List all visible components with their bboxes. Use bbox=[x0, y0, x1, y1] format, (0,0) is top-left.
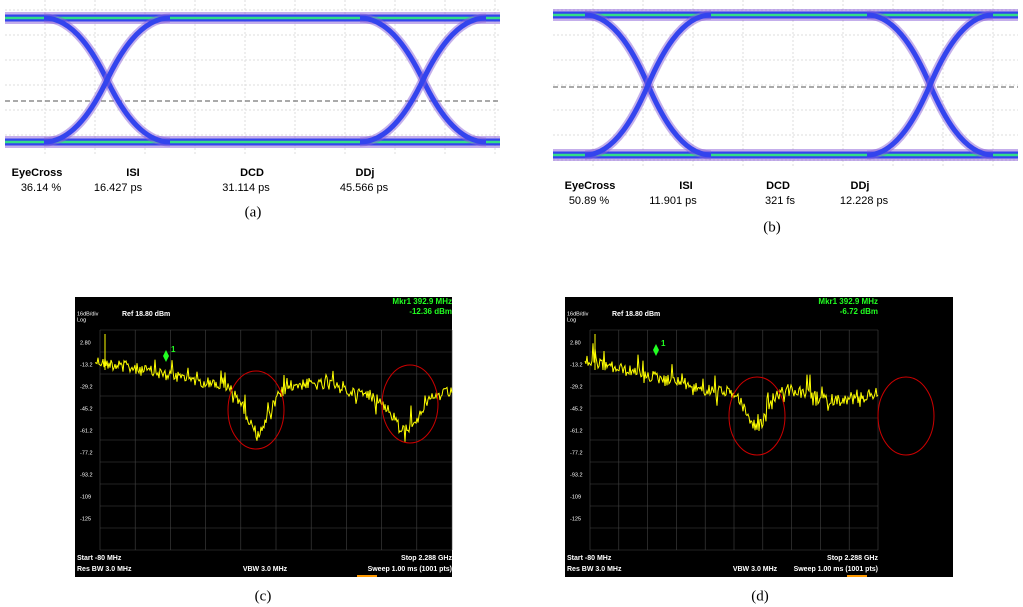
screen-background bbox=[75, 297, 452, 577]
measurement-value: 45.566 ps bbox=[340, 182, 389, 194]
measurement-label: EyeCross bbox=[12, 167, 63, 179]
caption: (b) bbox=[763, 219, 781, 235]
y-tick-label: 2.80 bbox=[570, 341, 581, 347]
marker-id: 1 bbox=[661, 339, 666, 348]
sweep-indicator bbox=[847, 575, 867, 577]
y-tick-label: -13.2 bbox=[80, 363, 93, 369]
measurement-label: ISI bbox=[679, 180, 692, 192]
caption: (c) bbox=[255, 588, 272, 604]
stop-frequency: Stop 2.288 GHz bbox=[827, 555, 878, 562]
y-tick-label: -45.2 bbox=[80, 407, 93, 413]
scale: 16dB/div bbox=[77, 311, 99, 317]
scale: 16dB/div bbox=[567, 311, 589, 317]
eye-background bbox=[553, 0, 1018, 167]
resolution-bandwidth: Res BW 3.0 MHz bbox=[567, 566, 622, 573]
screen-background bbox=[565, 297, 953, 577]
marker bbox=[653, 344, 659, 356]
sweep-indicator bbox=[357, 575, 377, 577]
measurement-label: ISI bbox=[126, 167, 139, 179]
start-frequency: Start -80 MHz bbox=[77, 555, 122, 562]
marker-level: -12.36 dBm bbox=[409, 307, 452, 316]
video-bandwidth: VBW 3.0 MHz bbox=[733, 566, 778, 573]
measurement-label: DDj bbox=[356, 167, 375, 179]
measurement-label: EyeCross bbox=[565, 180, 616, 192]
stop-frequency: Stop 2.288 GHz bbox=[401, 555, 452, 562]
measurement-value: 31.114 ps bbox=[222, 182, 270, 194]
y-tick-label: -125 bbox=[570, 517, 581, 523]
y-tick-label: -29.2 bbox=[570, 385, 583, 391]
y-tick-label: -109 bbox=[570, 495, 581, 501]
y-tick-label: -29.2 bbox=[80, 385, 93, 391]
sweep: Sweep 1.00 ms (1001 pts) bbox=[368, 566, 452, 573]
marker-frequency: Mkr1 392.9 MHz bbox=[392, 297, 452, 306]
y-tick-label: -77.2 bbox=[80, 451, 93, 457]
measurement-value: 321 fs bbox=[765, 195, 795, 207]
y-tick-label: -93.2 bbox=[80, 473, 93, 479]
y-tick-label: -45.2 bbox=[570, 407, 583, 413]
marker-level: -6.72 dBm bbox=[840, 307, 878, 316]
sweep: Sweep 1.00 ms (1001 pts) bbox=[794, 566, 878, 573]
marker bbox=[163, 350, 169, 362]
scale-mode: Log bbox=[77, 317, 86, 323]
highlight-ellipse bbox=[381, 364, 439, 444]
measurement-value: 16.427 ps bbox=[94, 182, 143, 194]
measurement-value: 12.228 ps bbox=[840, 195, 889, 207]
trace bbox=[584, 343, 879, 432]
measurement-value: 50.89 % bbox=[569, 195, 610, 207]
measurement-label: DDj bbox=[851, 180, 870, 192]
transition bbox=[359, 15, 487, 145]
trace bbox=[94, 357, 453, 442]
y-tick-label: -109 bbox=[80, 495, 91, 501]
highlight-ellipse bbox=[728, 376, 786, 456]
start-frequency: Start -80 MHz bbox=[567, 555, 612, 562]
video-bandwidth: VBW 3.0 MHz bbox=[243, 566, 288, 573]
y-tick-label: 2.80 bbox=[80, 341, 91, 347]
measurement-value: 36.14 % bbox=[21, 182, 62, 194]
reference-level: Ref 18.80 dBm bbox=[122, 311, 170, 318]
reference-level: Ref 18.80 dBm bbox=[612, 311, 660, 318]
marker-id: 1 bbox=[171, 345, 176, 354]
measurement-label: DCD bbox=[766, 180, 790, 192]
y-tick-label: -61.2 bbox=[570, 429, 583, 435]
y-tick-label: -93.2 bbox=[570, 473, 583, 479]
eye-diagram bbox=[5, 0, 500, 154]
measurement-value: 11.901 ps bbox=[649, 195, 697, 207]
caption: (d) bbox=[751, 588, 769, 604]
highlight-ellipse bbox=[227, 370, 285, 450]
y-tick-label: -13.2 bbox=[570, 363, 583, 369]
transition bbox=[584, 12, 712, 158]
measurement-label: DCD bbox=[240, 167, 264, 179]
eye-diagram bbox=[553, 0, 1018, 167]
transition bbox=[43, 15, 171, 145]
caption: (a) bbox=[245, 204, 262, 220]
y-tick-label: -77.2 bbox=[570, 451, 583, 457]
highlight-ellipse bbox=[877, 376, 935, 456]
transition bbox=[866, 12, 994, 158]
marker-frequency: Mkr1 392.9 MHz bbox=[818, 297, 878, 306]
scale-mode: Log bbox=[567, 317, 576, 323]
y-tick-label: -125 bbox=[80, 517, 91, 523]
spectrum-screen bbox=[565, 297, 953, 577]
resolution-bandwidth: Res BW 3.0 MHz bbox=[77, 566, 132, 573]
spectrum-screen bbox=[75, 297, 453, 577]
y-tick-label: -61.2 bbox=[80, 429, 93, 435]
